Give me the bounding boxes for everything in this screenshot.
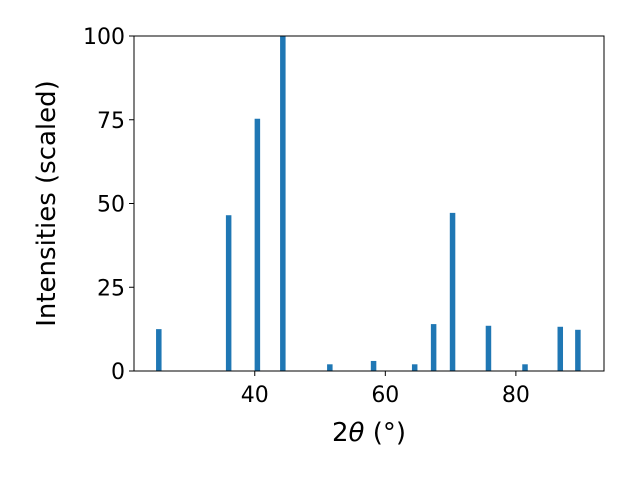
bar-9 bbox=[449, 212, 456, 371]
bar-7 bbox=[411, 364, 418, 371]
y-tick-label: 100 bbox=[83, 25, 125, 50]
x-axis-label: 2θ (°) bbox=[332, 418, 406, 448]
x-axis-ticks: 40 60 80 bbox=[241, 371, 530, 408]
bar-5 bbox=[327, 364, 333, 371]
y-tick-label: 75 bbox=[97, 109, 125, 134]
y-tick-label: 50 bbox=[97, 193, 125, 218]
bar-2 bbox=[225, 215, 232, 371]
bar-10 bbox=[485, 325, 492, 371]
bar-11 bbox=[522, 364, 528, 371]
bar-4 bbox=[280, 36, 286, 371]
x-axis-label-prefix: 2 bbox=[332, 418, 349, 448]
y-axis-label: Intensities (scaled) bbox=[32, 80, 62, 327]
bar-12 bbox=[557, 326, 564, 371]
y-axis-ticks: 0 25 50 75 100 bbox=[83, 25, 134, 385]
bar-3 bbox=[254, 118, 261, 372]
x-axis-label-symbol: θ bbox=[349, 418, 365, 448]
x-tick-label: 60 bbox=[371, 383, 399, 408]
bars-group bbox=[156, 36, 581, 372]
y-tick-label: 0 bbox=[111, 360, 125, 385]
bar-6 bbox=[370, 360, 377, 371]
x-tick-label: 40 bbox=[241, 383, 269, 408]
plot-frame bbox=[133, 35, 605, 372]
y-tick-label: 25 bbox=[97, 276, 125, 301]
bar-1 bbox=[156, 329, 162, 371]
bar-13 bbox=[575, 329, 581, 371]
x-tick-label: 80 bbox=[502, 383, 530, 408]
bar-8 bbox=[430, 324, 437, 371]
x-axis-label-suffix: (°) bbox=[364, 418, 406, 448]
